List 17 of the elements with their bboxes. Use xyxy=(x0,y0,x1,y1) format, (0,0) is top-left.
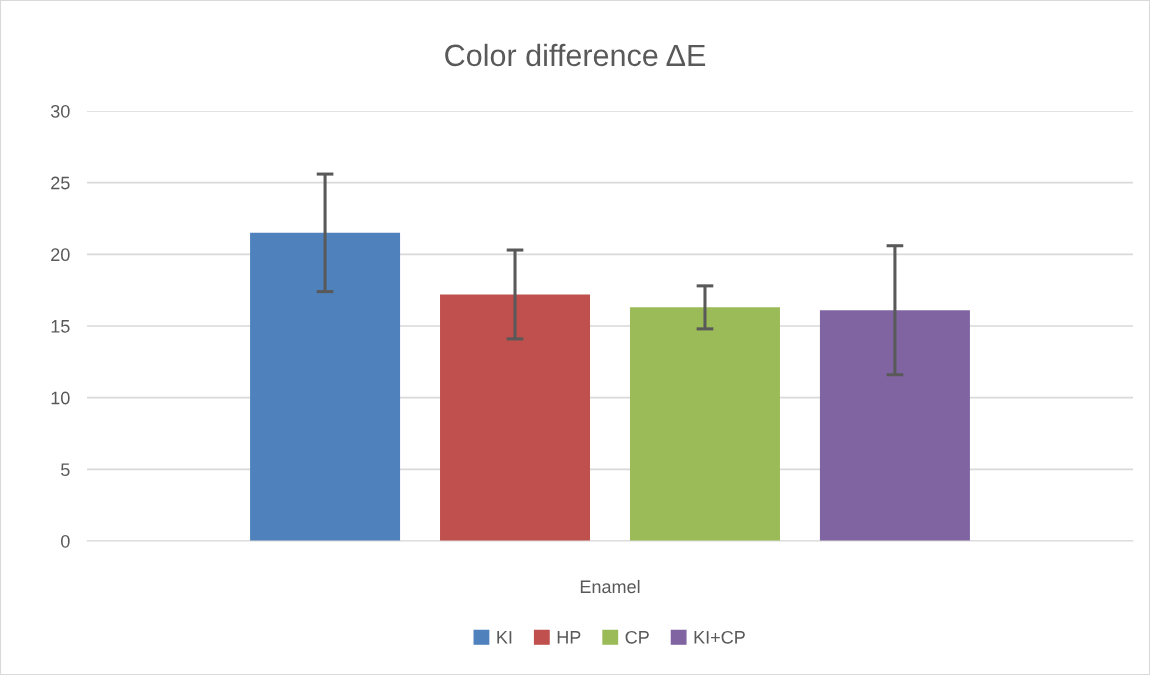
bar xyxy=(440,294,591,541)
bar xyxy=(819,310,970,541)
y-tick-label: 0 xyxy=(61,534,70,548)
y-tick-label: 10 xyxy=(51,391,70,405)
chart-title: Color difference ΔE xyxy=(445,43,706,67)
y-tick-label: 30 xyxy=(50,104,70,118)
y-tick-label: 20 xyxy=(51,248,70,262)
legend-label: HP xyxy=(557,631,581,644)
legend-label: KI xyxy=(497,631,512,644)
y-tick-label: 25 xyxy=(51,176,70,190)
legend-label: KI+CP xyxy=(694,630,745,644)
bar xyxy=(250,232,401,541)
x-tick-label: Enamel xyxy=(580,579,640,594)
y-tick-label: 5 xyxy=(61,463,70,477)
legend-label: CP xyxy=(625,630,649,644)
y-tick-label: 15 xyxy=(51,320,70,333)
bar xyxy=(629,307,780,541)
